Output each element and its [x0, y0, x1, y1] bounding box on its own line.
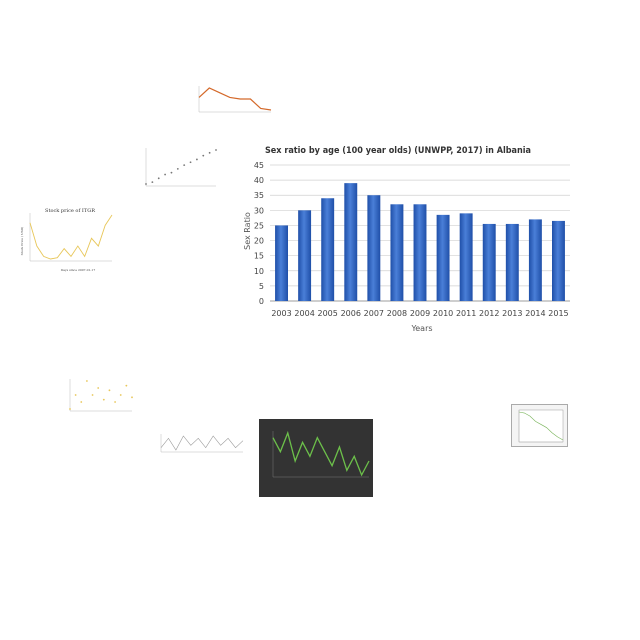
chart-background: [259, 419, 373, 497]
series-line: [29, 214, 113, 260]
bar: [436, 214, 450, 301]
data-point: [80, 401, 83, 403]
bar: [298, 210, 312, 301]
data-point: [86, 380, 88, 382]
data-point: [69, 408, 71, 410]
y-tick-label: 15: [254, 252, 264, 261]
x-tick-label: 2006: [341, 309, 361, 318]
x-tick-label: 2005: [318, 309, 338, 318]
x-tick-label: 2011: [456, 309, 476, 318]
y-tick-label: 30: [254, 206, 264, 215]
data-point: [97, 387, 100, 389]
bar: [367, 195, 381, 301]
chart-title: Sex ratio by age (100 year olds) (UNWPP,…: [265, 146, 531, 156]
data-point: [170, 171, 173, 174]
data-point: [108, 389, 111, 392]
data-point: [157, 177, 160, 180]
air-quality-chart-svg: [259, 419, 373, 497]
bar: [552, 220, 565, 301]
thumb-chart-scatter: [136, 140, 224, 198]
x-tick-label: 2009: [410, 309, 430, 318]
data-point: [74, 394, 77, 396]
data-point: [164, 173, 166, 176]
green-line-chart-svg: [511, 404, 568, 447]
bar: [321, 198, 335, 301]
y-tick-labels: 0 5 10 15 20 25 30 35 40 45: [254, 161, 264, 306]
x-tick-label: 2004: [294, 309, 314, 318]
series-line: [518, 411, 564, 441]
y-tick-label: 45: [254, 161, 264, 170]
y-tick-label: 10: [254, 267, 264, 276]
data-point: [102, 398, 105, 401]
series-line: [160, 435, 244, 451]
bar: [459, 213, 473, 301]
data-point: [145, 183, 147, 185]
bar: [344, 183, 358, 301]
sex-ratio-bar-chart: Sex ratio by age (100 year olds) (UNWPP,…: [243, 146, 570, 333]
yellow-line-chart-svg: [69, 379, 133, 412]
series-line: [272, 430, 370, 477]
thumb-chart-green-decline: [511, 404, 568, 447]
thumb-chart-gray-line: [155, 428, 247, 464]
scatter-chart-svg: [145, 148, 217, 187]
orange-line-chart-svg: [198, 86, 272, 113]
thumb-chart-air-quality: [259, 419, 373, 497]
y-tick-label: 20: [254, 237, 264, 246]
stock-chart-xlabel: Days since 2007-01-17: [61, 268, 96, 272]
stock-chart-ylabel: Stock Price ( USD): [20, 227, 24, 256]
x-tick-label: 2008: [387, 309, 407, 318]
data-point: [119, 394, 122, 396]
thumb-chart-yellow-dots: [62, 373, 138, 421]
data-point: [189, 161, 192, 164]
bars: [275, 183, 565, 301]
x-tick-label: 2010: [433, 309, 453, 318]
data-point: [183, 164, 186, 167]
data-point: [114, 401, 116, 403]
data-point: [215, 149, 217, 151]
y-tick-label: 35: [254, 191, 264, 200]
x-axis-label: Years: [410, 324, 432, 333]
series-line: [198, 87, 272, 111]
y-tick-label: 5: [259, 282, 264, 291]
bar: [505, 223, 519, 301]
data-point: [208, 151, 211, 154]
data-point: [202, 154, 205, 157]
x-tick-label: 2007: [364, 309, 384, 318]
bar: [390, 204, 404, 301]
y-tick-label: 25: [254, 221, 264, 230]
y-axis-label: Sex Ratio: [243, 212, 252, 250]
bar: [482, 223, 496, 301]
data-point: [176, 167, 179, 170]
bar: [413, 204, 427, 301]
plot-area: [518, 409, 564, 443]
x-tick-label: 2015: [548, 309, 568, 318]
gray-line-chart-svg: [160, 434, 244, 453]
stock-chart-title: Stock price of ITGR: [45, 208, 95, 214]
bar: [275, 225, 288, 301]
y-tick-label: 0: [259, 297, 264, 306]
thumb-chart-stock-itgr: Stock price of ITGR Stock Price ( USD) D…: [18, 203, 118, 273]
x-tick-labels: 2003 2004 2005 2006 2007 2008 2009 2010 2011 2012…: [271, 309, 568, 318]
bar: [528, 219, 542, 301]
x-tick-label: 2013: [502, 309, 522, 318]
y-tick-label: 40: [254, 176, 264, 185]
x-tick-label: 2012: [479, 309, 499, 318]
stock-chart-svg: Stock price of ITGR Stock Price ( USD) D…: [20, 208, 113, 272]
data-point: [131, 396, 133, 399]
x-tick-label: 2003: [271, 309, 291, 318]
data-point: [125, 384, 128, 387]
x-tick-label: 2014: [525, 309, 545, 318]
thumb-chart-orange-line: [185, 76, 275, 132]
data-point: [91, 394, 94, 396]
data-point: [196, 158, 198, 161]
data-point: [151, 181, 154, 184]
